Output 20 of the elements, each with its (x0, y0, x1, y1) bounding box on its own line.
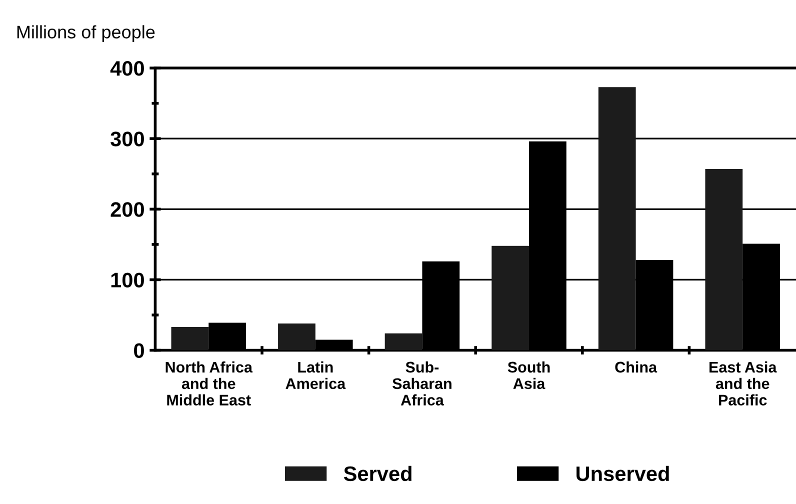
x-tick-label: North Africa and the Middle East (166, 361, 253, 406)
bar (598, 87, 636, 350)
x-tick-label: China (615, 361, 658, 373)
y-tick-label: 0 (134, 343, 144, 358)
x-tick-label: Sub- Saharan Africa (392, 361, 452, 406)
legend-label: Served (344, 466, 412, 482)
y-tick-label: 100 (111, 272, 144, 288)
x-tick-label: South Asia (508, 361, 550, 390)
bar (492, 246, 530, 350)
bar (384, 333, 422, 350)
bar (171, 326, 209, 350)
legend-label: Unserved (576, 466, 669, 482)
y-tick-label: 400 (110, 61, 144, 76)
y-axis-title: Millions of people (17, 25, 155, 42)
bar (705, 168, 743, 350)
y-tick-label: 300 (110, 132, 144, 146)
x-tick-label: Latin America (286, 361, 346, 390)
y-tick-label: 200 (110, 202, 144, 217)
x-tick-label: East Asia and the Pacific (710, 361, 777, 406)
bar (278, 323, 316, 350)
